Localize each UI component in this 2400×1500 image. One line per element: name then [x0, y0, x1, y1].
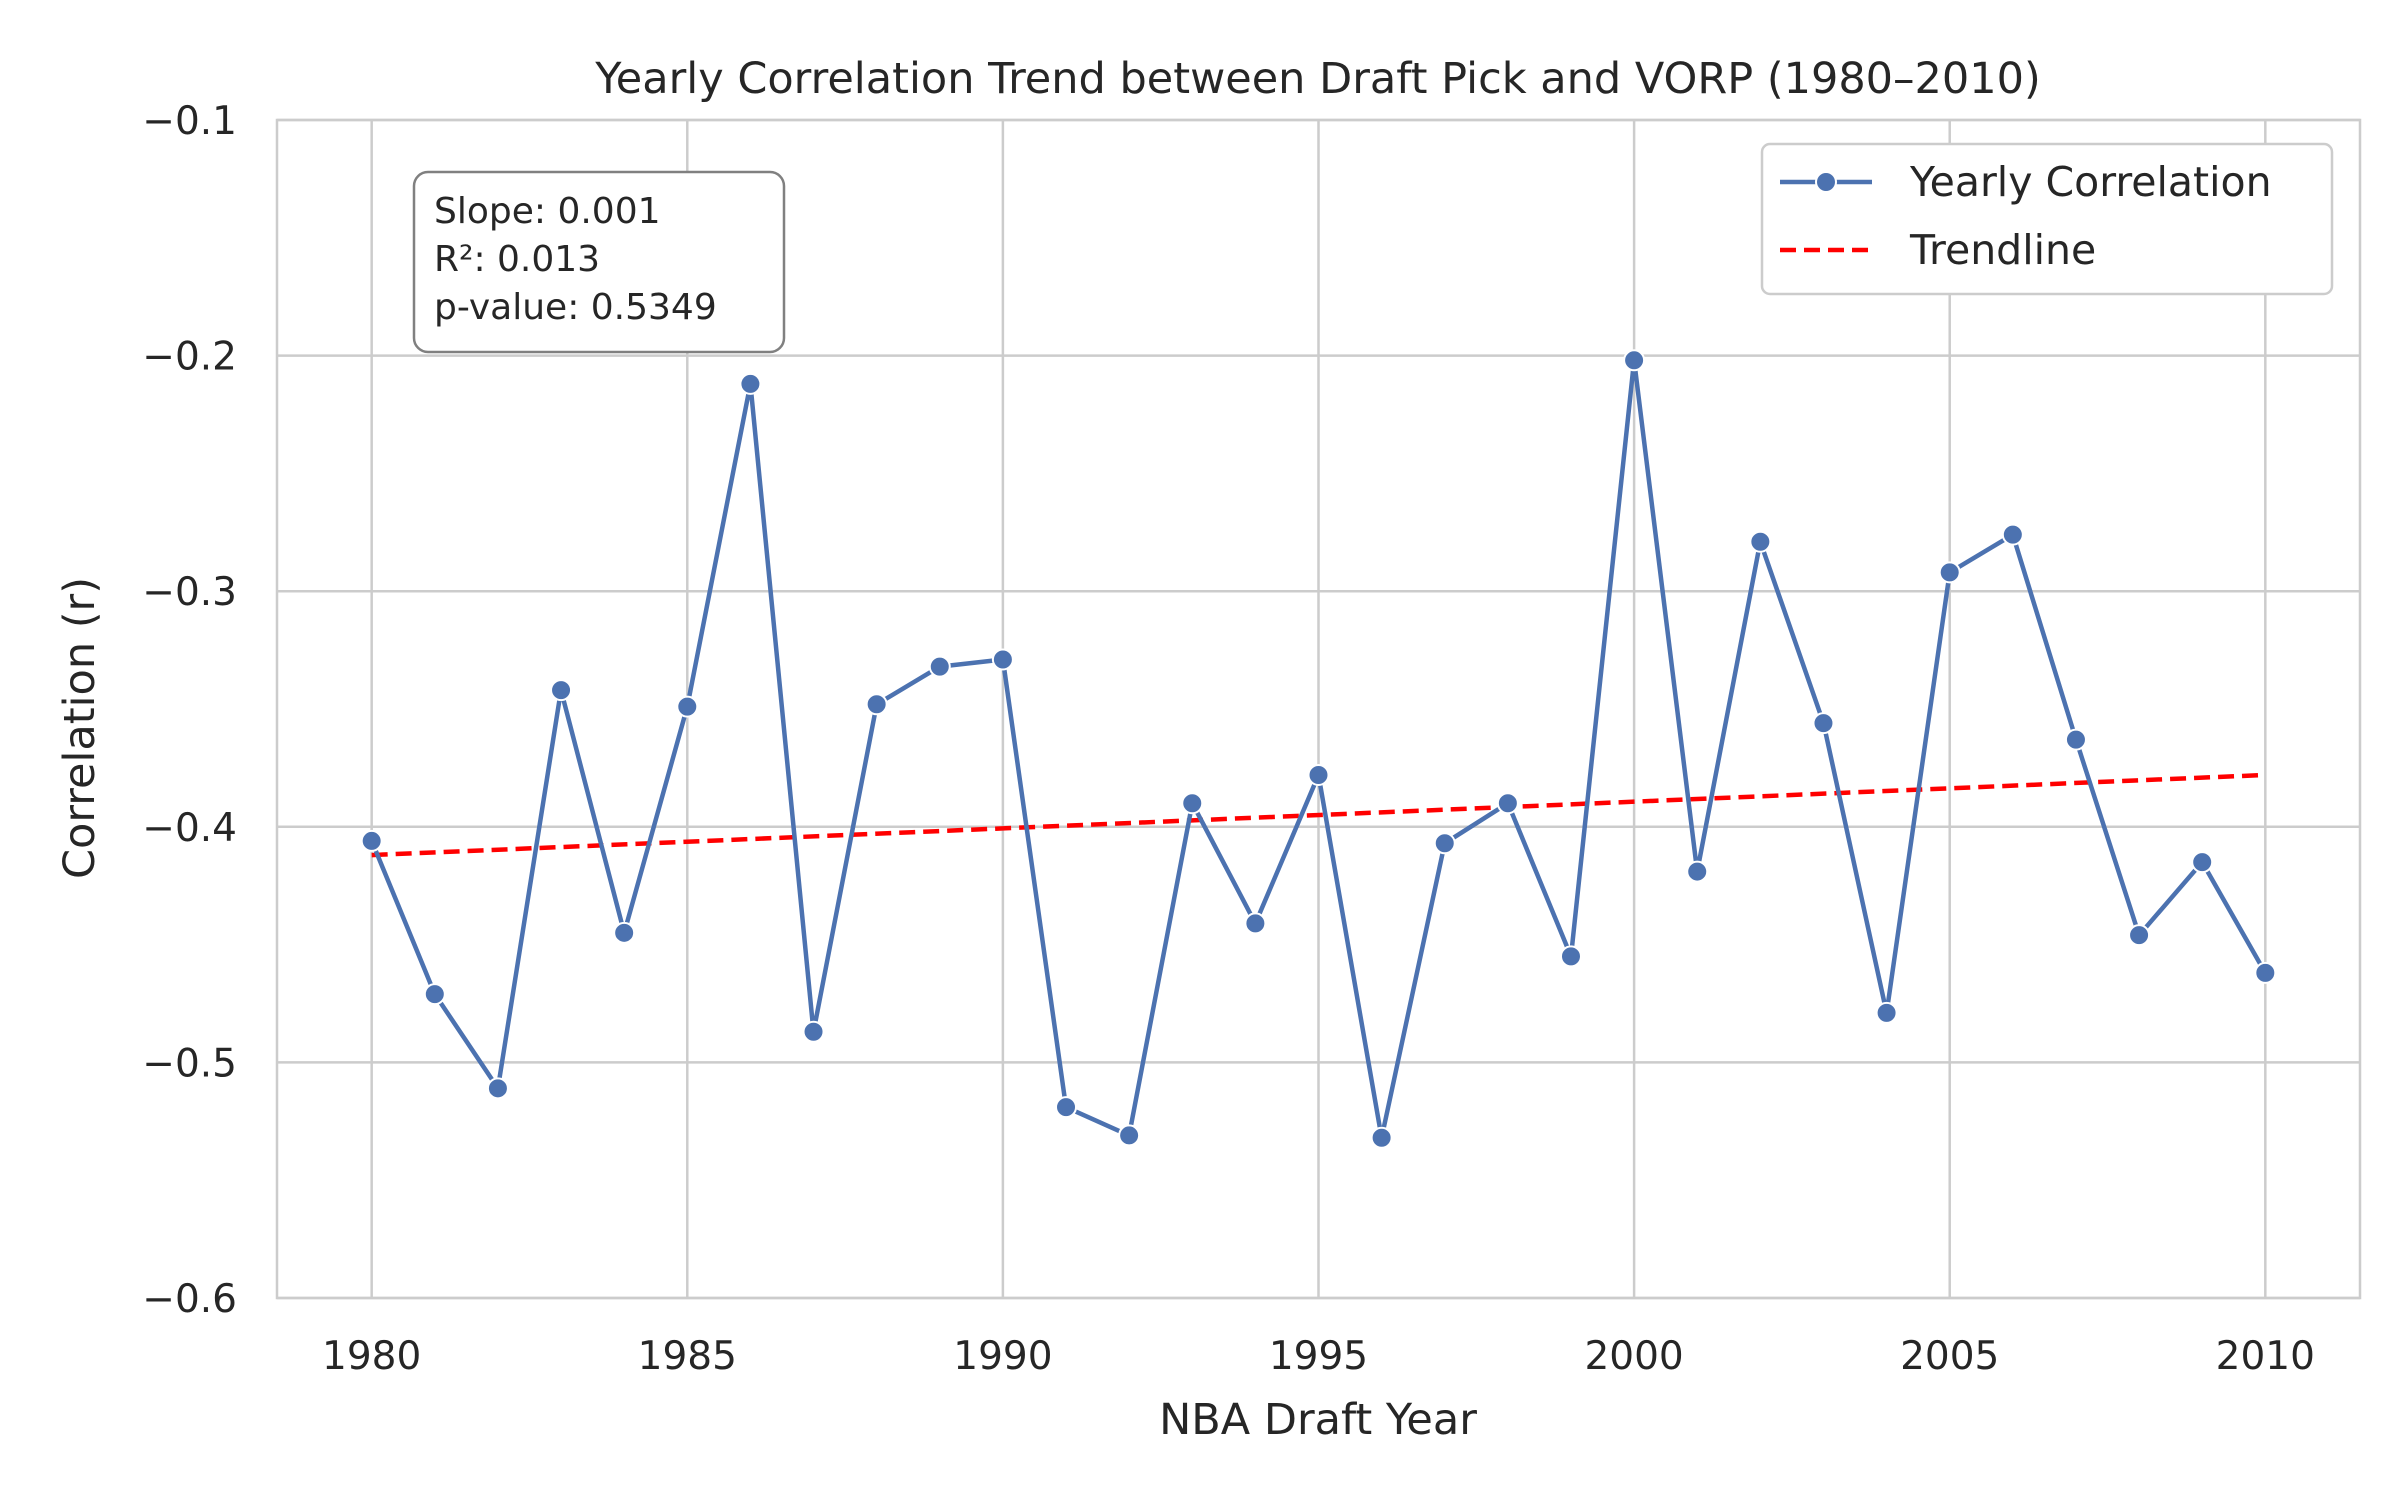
data-point [739, 372, 762, 395]
data-point [2254, 961, 2277, 984]
legend-label-trendline: Trendline [1909, 226, 2096, 274]
legend-marker-yearly-correlation [1815, 171, 1837, 193]
data-point [1496, 792, 1519, 815]
stats-slope: Slope: 0.001 [434, 191, 661, 232]
data-point [613, 921, 636, 944]
data-point [1686, 860, 1709, 883]
data-point [802, 1020, 825, 1043]
y-axis: −0.6 −0.5 −0.4 −0.3 −0.2 −0.1 [142, 99, 237, 1322]
stats-p-value: p-value: 0.5349 [434, 287, 717, 328]
chart-title: Yearly Correlation Trend between Draft P… [594, 54, 2041, 104]
data-point [2001, 523, 2024, 546]
x-tick-label: 1985 [638, 1334, 737, 1379]
data-point [423, 983, 446, 1006]
y-tick-label: −0.6 [142, 1277, 237, 1322]
data-point [360, 829, 383, 852]
data-point [865, 693, 888, 716]
data-point [1055, 1096, 1078, 1119]
data-point [2064, 728, 2087, 751]
data-point [550, 679, 573, 702]
data-point [1244, 912, 1267, 935]
data-point [1370, 1126, 1393, 1149]
trendline [371, 772, 2266, 858]
data-point [1875, 1001, 1898, 1024]
data-point [1559, 945, 1582, 968]
x-axis: 1980 1985 1990 1995 2000 2005 2010 [322, 1334, 2315, 1379]
data-point [1307, 763, 1330, 786]
y-tick-label: −0.4 [142, 806, 237, 851]
legend-label-yearly-correlation: Yearly Correlation [1909, 158, 2272, 206]
stats-r-squared: R²: 0.013 [434, 239, 600, 280]
y-axis-label: Correlation (r) [55, 577, 105, 879]
data-point [2191, 851, 2214, 874]
x-axis-label: NBA Draft Year [1159, 1395, 1477, 1445]
data-point [2128, 924, 2151, 947]
series-layer [360, 349, 2277, 1149]
data-point [1433, 832, 1456, 855]
x-tick-label: 2000 [1584, 1334, 1683, 1379]
data-point [676, 695, 699, 718]
stats-box [412, 170, 786, 354]
x-tick-label: 2010 [2216, 1334, 2315, 1379]
data-point [991, 648, 1014, 671]
data-point [1812, 712, 1835, 735]
plot-frame [275, 118, 2362, 1300]
x-tick-label: 1980 [322, 1334, 421, 1379]
x-tick-label: 2005 [1900, 1334, 1999, 1379]
y-tick-label: −0.1 [142, 99, 237, 144]
y-tick-label: −0.5 [142, 1041, 237, 1086]
data-point [1623, 349, 1646, 372]
y-tick-label: −0.3 [142, 570, 237, 615]
data-point [1938, 561, 1961, 584]
data-point [928, 655, 951, 678]
x-tick-label: 1990 [953, 1334, 1052, 1379]
y-tick-label: −0.2 [142, 335, 237, 380]
data-point [1749, 530, 1772, 553]
data-point [1181, 792, 1204, 815]
stats-annotation: Slope: 0.001 R²: 0.013 p-value: 0.5349 [412, 170, 786, 354]
legend: Yearly Correlation Trendline [1760, 142, 2334, 296]
data-point [486, 1077, 509, 1100]
data-point [1118, 1124, 1141, 1147]
legend-box [1760, 142, 2334, 296]
x-tick-label: 1995 [1269, 1334, 1368, 1379]
